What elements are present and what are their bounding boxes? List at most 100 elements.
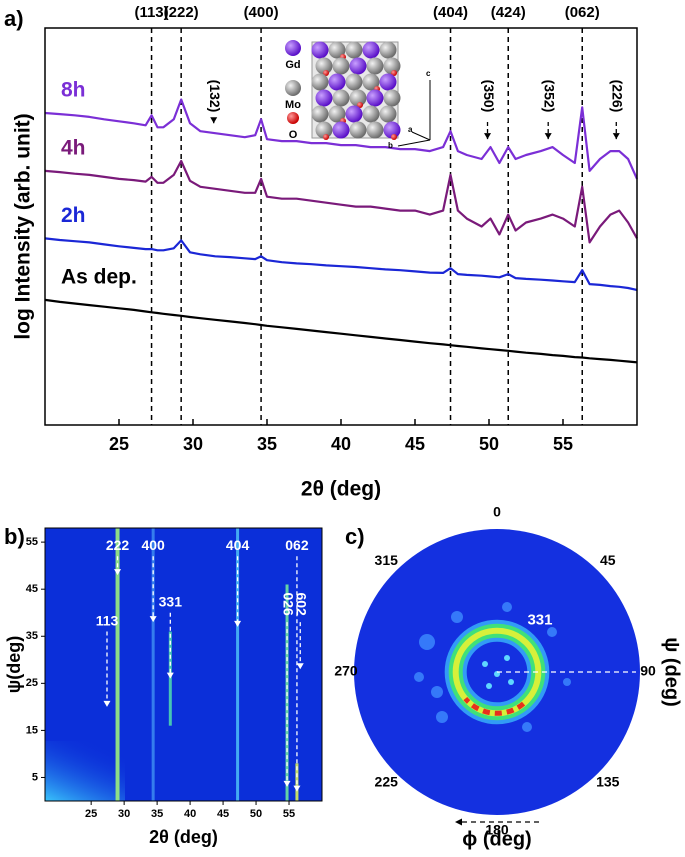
x-tick-label: 35 — [151, 808, 163, 820]
inner-spot — [504, 655, 510, 661]
inner-spot — [482, 661, 488, 667]
atom — [311, 73, 329, 91]
atom — [366, 57, 384, 75]
heatmap-glow — [45, 741, 125, 801]
phi-tick-label: 135 — [596, 773, 620, 789]
panel-label: b) — [4, 524, 25, 549]
series-label: 2h — [61, 204, 86, 227]
series-line — [44, 237, 638, 292]
arrow-head — [234, 620, 242, 627]
peak-label: 404 — [226, 537, 250, 553]
speckle — [547, 627, 557, 637]
y-tick-label: 5 — [32, 771, 38, 783]
axis-b — [397, 139, 431, 147]
arrow-head — [114, 569, 122, 576]
axis-letter: b — [388, 141, 393, 150]
streak — [151, 528, 155, 801]
arrow-head — [149, 616, 157, 623]
atom — [345, 73, 363, 91]
series-label: 4h — [61, 136, 86, 159]
x-axis-label: ϕ (deg) — [462, 828, 531, 850]
inner-spot — [486, 683, 492, 689]
x-tick-label: 30 — [183, 434, 203, 454]
arrow-head — [296, 663, 304, 670]
arrow-head — [210, 117, 218, 124]
phi-tick-label: 315 — [375, 552, 399, 568]
atom — [366, 121, 384, 139]
series-line — [44, 98, 639, 180]
y-tick-label: 45 — [26, 583, 38, 595]
atom — [383, 57, 401, 75]
atom — [366, 89, 384, 107]
y-tick-label: 25 — [26, 677, 38, 689]
y-tick-label: 55 — [26, 536, 38, 548]
arrow-label: (132) — [207, 80, 223, 113]
speckle — [451, 611, 463, 623]
series-line — [44, 298, 638, 364]
peak-label: 113 — [96, 612, 119, 628]
y-tick-label: 15 — [26, 724, 38, 736]
crystal-inset — [311, 41, 401, 140]
arrow-head — [544, 133, 552, 140]
atom — [328, 105, 346, 123]
x-tick-label: 50 — [250, 808, 262, 820]
atom — [349, 89, 367, 107]
peak-label: 602 — [294, 592, 310, 616]
legend-atom — [287, 112, 299, 124]
arrow-head — [455, 818, 462, 826]
arrow-head — [484, 133, 492, 140]
atom — [383, 121, 401, 139]
x-tick-label: 45 — [217, 808, 229, 820]
atom-o — [323, 134, 329, 140]
phi-tick-label: 90 — [640, 663, 656, 679]
legend-label: Gd — [285, 59, 300, 71]
panel-label: a) — [4, 6, 24, 31]
y-axis-label: log Intensity (arb. unit) — [12, 113, 35, 339]
atom — [345, 41, 363, 59]
speckle — [431, 686, 443, 698]
peak-label: (062) — [565, 4, 600, 21]
arrow-head — [293, 785, 301, 792]
speckle — [436, 711, 448, 723]
arrow-head — [612, 133, 620, 140]
legend-label: O — [289, 129, 298, 141]
peak-label: 222 — [106, 537, 130, 553]
x-tick-label: 45 — [405, 434, 425, 454]
y-tick-label: 35 — [26, 630, 38, 642]
x-tick-label: 25 — [85, 808, 97, 820]
x-tick-label: 55 — [553, 434, 573, 454]
peak-label: 400 — [141, 537, 165, 553]
atom — [379, 73, 397, 91]
axis-letter: c — [426, 69, 431, 78]
peak-label: 026 — [280, 592, 296, 616]
x-tick-label: 30 — [118, 808, 130, 820]
streak — [115, 528, 120, 801]
atom — [315, 57, 333, 75]
phi-tick-label: 225 — [375, 773, 399, 789]
peak-label: (400) — [244, 4, 279, 21]
speckle — [502, 602, 512, 612]
atom-o — [323, 70, 329, 76]
x-tick-label: 55 — [283, 808, 295, 820]
atom — [349, 57, 367, 75]
atom — [328, 73, 346, 91]
phi-tick-label: 0 — [493, 504, 501, 520]
peak-label: 062 — [285, 537, 309, 553]
atom — [379, 41, 397, 59]
atom-o — [391, 70, 397, 76]
y-axis-label: ψ(deg) — [4, 636, 24, 694]
plot-frame — [44, 527, 323, 802]
x-axis-label: 2θ (deg) — [301, 478, 381, 501]
arrow-head — [103, 700, 111, 707]
speckle — [522, 722, 532, 732]
atom — [332, 121, 350, 139]
legend-atom — [285, 40, 301, 56]
atom — [362, 73, 380, 91]
x-tick-label: 40 — [331, 434, 351, 454]
atom — [349, 121, 367, 139]
x-tick-label: 35 — [257, 434, 277, 454]
peak-label: (424) — [491, 4, 526, 21]
atom — [328, 41, 346, 59]
series-label: As dep. — [61, 265, 137, 288]
